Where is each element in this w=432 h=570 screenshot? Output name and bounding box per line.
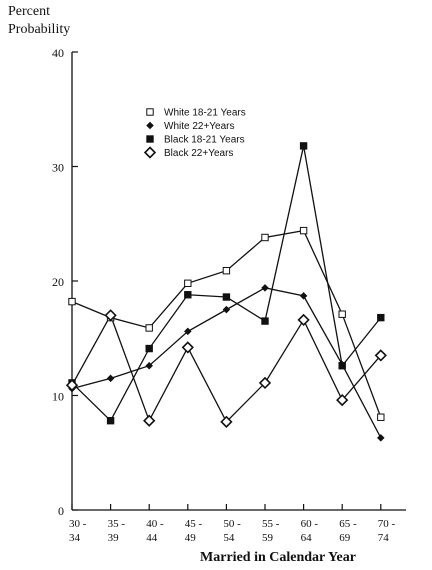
x-tick-label-top: 60 - [301, 518, 319, 530]
series-1-point [68, 297, 76, 306]
x-axis-title: Married in Calendar Year [200, 550, 356, 565]
series-3-point [377, 313, 385, 322]
y-axis-title-line1: Percent [8, 4, 50, 19]
legend-marker-3 [146, 135, 154, 143]
y-tick-label: 20 [52, 275, 64, 289]
legend-label-2: White 22+Years [164, 121, 235, 132]
series-1-point [377, 413, 385, 421]
series-4-point [336, 393, 349, 407]
series-4-point [258, 376, 272, 390]
series-2-point [145, 361, 153, 370]
series-3-point [338, 362, 346, 370]
y-tick-label: 30 [52, 161, 64, 175]
series-4-point [374, 349, 387, 362]
legend-label-4: Black 22+Years [164, 148, 233, 159]
legend-marker-2 [146, 121, 154, 130]
x-tick-label-top: 45 - [185, 518, 203, 530]
series-1-point [338, 310, 346, 318]
series-3-point [299, 142, 308, 150]
x-tick-label-bottom: 54 [223, 532, 235, 544]
series-2-point [261, 284, 269, 292]
series-4-point [220, 415, 233, 428]
series-line-3 [71, 145, 382, 422]
series-4-point [65, 379, 79, 392]
series-2-point [377, 434, 385, 442]
legend-marker-1 [146, 108, 154, 116]
series-1-point [222, 266, 231, 275]
x-tick-label-top: 30 - [69, 518, 87, 530]
x-tick-label-bottom: 64 [301, 532, 313, 544]
x-tick-label-top: 35 - [108, 518, 126, 530]
x-tick-label-bottom: 74 [378, 532, 390, 544]
series-2-point [299, 292, 308, 300]
series-4-point [104, 309, 117, 322]
x-tick-label-bottom: 59 [262, 532, 274, 544]
y-tick-label: 10 [52, 390, 64, 404]
x-tick-label-top: 65 - [339, 518, 357, 530]
x-tick-label-top: 55 - [262, 518, 280, 530]
x-tick-label-bottom: 69 [339, 532, 351, 544]
x-tick-label-top: 50 - [223, 518, 241, 530]
series-3-point [222, 293, 231, 301]
x-tick-label-bottom: 44 [146, 532, 158, 544]
series-3-point [106, 416, 115, 425]
series-3-point [261, 317, 269, 325]
series-4-point [143, 414, 156, 427]
series-3-point [145, 344, 153, 353]
legend-label-1: White 18-21 Years [164, 108, 246, 119]
y-axis-title-line2: Probability [8, 22, 70, 37]
x-tick-label-top: 40 - [146, 518, 164, 530]
series-1-point [299, 226, 308, 235]
x-tick-label-bottom: 34 [69, 532, 81, 544]
series-3-point [184, 291, 192, 299]
legend: White 18-21 Years White 22+Years Black 18-… [143, 108, 246, 159]
y-tick-label: 0 [58, 504, 64, 518]
series-2-point [184, 327, 192, 336]
x-tick-label-bottom: 39 [108, 532, 120, 544]
series-4-point [181, 341, 194, 354]
series-2-point [222, 305, 231, 314]
legend-label-3: Black 18-21 Years [164, 135, 245, 146]
x-tick-label-bottom: 49 [185, 532, 197, 544]
y-tick-label: 40 [52, 46, 64, 60]
series-1-point [145, 324, 153, 332]
x-tick-label-top: 70 - [378, 518, 396, 530]
series-1-point [261, 233, 269, 242]
series-1-point [184, 279, 192, 287]
legend-marker-4 [143, 146, 157, 159]
series-4-point [297, 313, 310, 327]
series-2-point [106, 374, 115, 383]
plot-area: 0 10 20 30 40 30 - 34 35 - 39 40 - 44 45 - 49 50 - 54 5… [52, 46, 406, 544]
